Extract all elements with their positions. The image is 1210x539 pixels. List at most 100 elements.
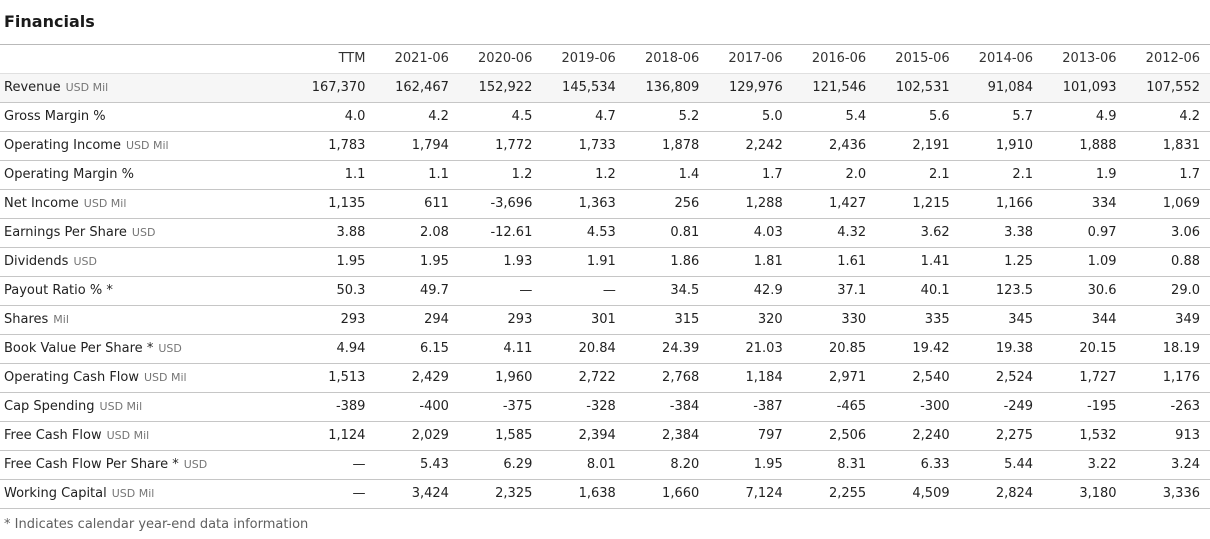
value-cell: 4.94 (292, 334, 376, 364)
metric-name: Working Capital (4, 486, 107, 501)
row-label: Book Value Per Share * USD (0, 334, 292, 364)
value-cell: 1,585 (458, 421, 543, 451)
value-cell: 1.81 (709, 247, 793, 277)
value-cell: 4.32 (792, 218, 877, 248)
value-cell: 24.39 (625, 334, 710, 364)
row-label: Free Cash Flow USD Mil (0, 421, 292, 451)
value-cell: 1.9 (1043, 160, 1127, 190)
value-cell: 2,768 (625, 363, 710, 393)
row-label: Working Capital USD Mil (0, 479, 292, 509)
value-cell: 2,240 (876, 421, 960, 451)
column-header: 2021-06 (375, 44, 459, 74)
metric-unit: USD Mil (111, 487, 155, 500)
value-cell: 5.44 (959, 450, 1044, 480)
metric-name: Net Income (4, 196, 79, 211)
value-cell: 30.6 (1043, 276, 1127, 306)
value-cell: 1.09 (1043, 247, 1127, 277)
value-cell: 50.3 (292, 276, 376, 306)
table-row: Payout Ratio % * 50.3 49.7— —34.5 42.9 37.1 40… (0, 276, 1210, 306)
column-header: 2017-06 (709, 44, 793, 74)
value-cell: 19.38 (959, 334, 1044, 364)
value-cell: 167,370 (292, 73, 376, 103)
value-cell: 293 (458, 305, 543, 335)
table-row: Shares Mil 293 294 293 301 315 320 330 335 345 344 3… (0, 305, 1210, 335)
value-cell: 20.84 (542, 334, 626, 364)
value-cell: 6.15 (375, 334, 459, 364)
column-header: 2018-06 (625, 44, 710, 74)
value-cell: 5.6 (876, 102, 960, 132)
table-header-row: TTM 2021-06 2020-06 2019-06 2018-06 2017-06 20… (0, 44, 1210, 74)
value-cell: 1,176 (1126, 363, 1210, 393)
value-cell: 34.5 (625, 276, 710, 306)
value-cell: 40.1 (876, 276, 960, 306)
value-cell: 2,242 (709, 131, 793, 161)
value-cell: 294 (375, 305, 459, 335)
value-cell: 121,546 (792, 73, 877, 103)
column-header: 2016-06 (792, 44, 877, 74)
value-cell: 21.03 (709, 334, 793, 364)
column-header: TTM (292, 44, 376, 74)
metric-unit: USD (183, 458, 208, 471)
value-cell: -12.61 (458, 218, 543, 248)
value-cell: 1.2 (458, 160, 543, 190)
value-cell: 330 (792, 305, 877, 335)
footnote: * Indicates calendar year-end data infor… (4, 517, 309, 532)
value-cell: — (292, 450, 376, 480)
value-cell: 0.97 (1043, 218, 1127, 248)
row-label: Earnings Per Share USD (0, 218, 292, 248)
value-cell: -465 (792, 392, 877, 422)
value-cell: 1,166 (959, 189, 1044, 219)
value-cell: -263 (1126, 392, 1210, 422)
value-cell: 5.43 (375, 450, 459, 480)
value-cell: 42.9 (709, 276, 793, 306)
value-cell: 1.2 (542, 160, 626, 190)
value-cell: -387 (709, 392, 793, 422)
value-cell: 2,255 (792, 479, 877, 509)
metric-unit: Mil (53, 313, 69, 326)
value-cell: 2,722 (542, 363, 626, 393)
value-cell: 1,910 (959, 131, 1044, 161)
column-header: 2015-06 (876, 44, 960, 74)
metric-name: Gross Margin % (4, 109, 106, 124)
table-row: Working Capital USD Mil —3,424 2,325 1,638 1,… (0, 479, 1210, 509)
value-cell: 1.1 (375, 160, 459, 190)
metric-name: Shares (4, 312, 49, 327)
value-cell: 913 (1126, 421, 1210, 451)
value-cell: 1,660 (625, 479, 710, 509)
value-cell: 3.88 (292, 218, 376, 248)
value-cell: 1.41 (876, 247, 960, 277)
value-cell: 123.5 (959, 276, 1044, 306)
column-header: 2013-06 (1043, 44, 1127, 74)
metric-unit: USD Mil (125, 139, 169, 152)
value-cell: 8.20 (625, 450, 710, 480)
table-row: Book Value Per Share * USD 4.94 6.15 4.11 20.… (0, 334, 1210, 364)
value-cell: 1.7 (1126, 160, 1210, 190)
value-cell: 1,878 (625, 131, 710, 161)
value-cell: 3,180 (1043, 479, 1127, 509)
value-cell: 1.95 (292, 247, 376, 277)
value-cell: 20.15 (1043, 334, 1127, 364)
value-cell: 4.0 (292, 102, 376, 132)
metric-unit: USD (131, 226, 156, 239)
value-cell: 3.62 (876, 218, 960, 248)
value-cell: 162,467 (375, 73, 459, 103)
metric-name: Free Cash Flow Per Share * (4, 457, 179, 472)
value-cell: 1.61 (792, 247, 877, 277)
value-cell: 1,184 (709, 363, 793, 393)
table-row: Gross Margin % 4.0 4.2 4.5 4.7 5.2 5.0 5.4 5.6 5.… (0, 102, 1210, 132)
value-cell: 349 (1126, 305, 1210, 335)
row-label: Free Cash Flow Per Share * USD (0, 450, 292, 480)
row-label: Cap Spending USD Mil (0, 392, 292, 422)
value-cell: 37.1 (792, 276, 877, 306)
value-cell: 6.33 (876, 450, 960, 480)
value-cell: 1.1 (292, 160, 376, 190)
value-cell: 1,831 (1126, 131, 1210, 161)
value-cell: 4.7 (542, 102, 626, 132)
value-cell: 20.85 (792, 334, 877, 364)
metric-name: Book Value Per Share * (4, 341, 154, 356)
value-cell: 611 (375, 189, 459, 219)
column-header: 2020-06 (458, 44, 543, 74)
value-cell: 4.9 (1043, 102, 1127, 132)
value-cell: 2.1 (959, 160, 1044, 190)
value-cell: 1,513 (292, 363, 376, 393)
